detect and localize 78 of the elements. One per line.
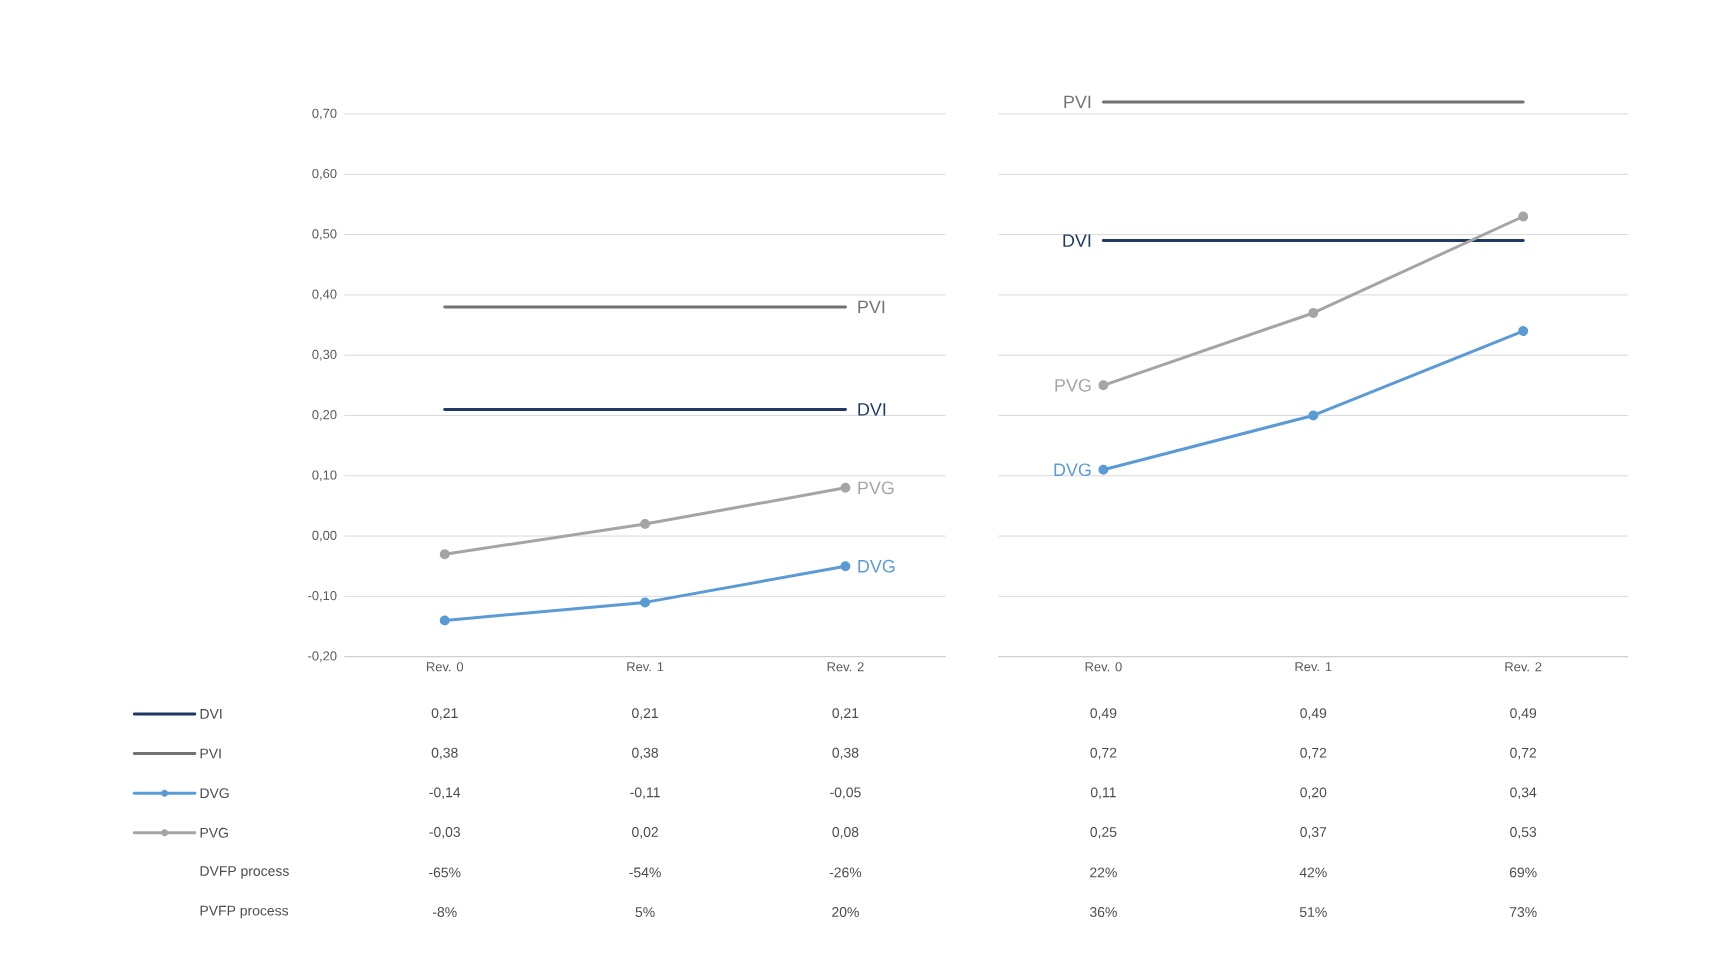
text: PVG [858, 481, 894, 495]
text: DVI [858, 403, 886, 416]
data-label: 0,72 [1090, 747, 1117, 760]
y-tick-label: -0,10 [308, 591, 337, 602]
series-label: PVG [1055, 378, 1091, 392]
point [640, 597, 651, 608]
y-tick-label: 0,70 [312, 108, 337, 120]
text: -54% [629, 867, 661, 878]
text: DVG [858, 559, 895, 573]
data-label: 0,25 [1090, 827, 1117, 839]
point [439, 615, 450, 626]
point [840, 482, 851, 493]
text: -26% [829, 867, 862, 878]
y-tick-label: -0,20 [308, 651, 337, 663]
text: -8% [432, 907, 457, 917]
x-tick-label: Rev. 0 [1085, 662, 1122, 672]
text: PVI [858, 300, 885, 314]
x-tick-label: Rev. 1 [627, 662, 664, 672]
point [640, 519, 651, 529]
legend-label: DVG [200, 788, 229, 799]
data-label: 0,21 [632, 708, 658, 720]
data-label: 0,49 [1510, 708, 1537, 720]
legend-label: PVI [200, 748, 221, 759]
text: 20% [832, 907, 859, 917]
x-tick-label: Rev. 2 [827, 662, 864, 672]
data-label: 0,11 [1090, 787, 1116, 799]
text: 36% [1089, 907, 1117, 917]
data-label: 0,38 [632, 747, 659, 760]
legend-label: PVG [200, 827, 228, 838]
data-label: 0,02 [632, 827, 658, 839]
data-label: 0,20 [1300, 787, 1327, 799]
text: DVFP process [200, 866, 289, 879]
y-tick-label: 0,20 [312, 410, 337, 421]
data-label: 0,72 [1300, 747, 1327, 760]
series-label: PVI [1064, 95, 1091, 109]
data-label: 0,38 [832, 747, 859, 760]
point [840, 561, 851, 572]
text: 69% [1509, 867, 1537, 878]
data-label: 0,53 [1510, 827, 1537, 839]
y-tick-label: 0,60 [312, 168, 337, 180]
y-tick-label: 0,50 [312, 229, 337, 240]
text: 42% [1299, 867, 1327, 878]
text: PVFP process [200, 905, 289, 919]
data-label: 0,34 [1510, 787, 1537, 799]
y-tick-label: 0,30 [312, 349, 337, 361]
point [439, 549, 450, 560]
point [1308, 410, 1319, 421]
x-tick-label: Rev. 0 [426, 662, 464, 672]
data-label: 0,72 [1510, 747, 1537, 760]
y-tick-label: 0,10 [312, 470, 337, 482]
data-label: 0,21 [832, 708, 859, 720]
data-label: 0,38 [431, 747, 458, 760]
data-label: -0,11 [630, 787, 660, 799]
series-label: DVI [1063, 234, 1091, 247]
data-label: -0,14 [429, 787, 461, 799]
data-label: 0,49 [1090, 708, 1117, 720]
series-label: DVG [1054, 463, 1091, 477]
text: 22% [1090, 867, 1117, 878]
data-label: 0,37 [1300, 827, 1327, 839]
y-tick-label: 0,00 [312, 530, 337, 542]
x-tick-label: Rev. 2 [1505, 662, 1542, 672]
point [1518, 326, 1529, 337]
point [1518, 211, 1529, 222]
legend-label: DVI [200, 709, 222, 719]
data-label: 0,49 [1300, 708, 1327, 720]
data-label: -0,05 [830, 787, 861, 799]
text: 5% [635, 907, 655, 917]
point [1308, 307, 1319, 318]
point [1098, 464, 1109, 475]
y-tick-label: 0,40 [312, 289, 337, 301]
data-label: -0,03 [429, 827, 460, 839]
data-label: 0,21 [431, 708, 458, 720]
text: -65% [429, 867, 461, 878]
text: 73% [1509, 907, 1537, 917]
data-label: 0,08 [832, 827, 859, 839]
text: 51% [1299, 907, 1327, 917]
x-tick-label: Rev. 1 [1295, 662, 1332, 672]
point [1098, 380, 1109, 391]
